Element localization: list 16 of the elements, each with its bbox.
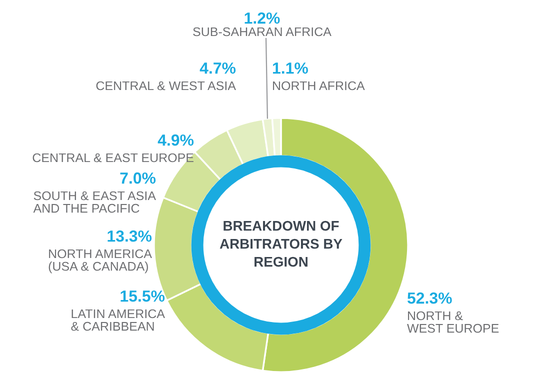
slice-label: LATIN AMERICA & CARIBBEAN (71, 309, 165, 331)
slice-label: NORTH & WEST EUROPE (407, 311, 499, 333)
data-label: 52.3% (407, 292, 452, 304)
data-label: 1.1% (273, 62, 308, 74)
text: BREAKDOWN OF ARBITRATORS BY REGION (220, 220, 342, 267)
data-label: 1.2% (244, 12, 280, 24)
data-label: 4.9% (158, 134, 194, 146)
slice-label: NORTH AFRICA (273, 81, 365, 90)
slice-label: CENTRAL & WEST ASIA (96, 81, 236, 90)
slice-label: SOUTH & EAST ASIA AND THE PACIFIC (33, 191, 156, 213)
data-label: 7.0% (120, 172, 156, 184)
slice-label: SUB-SAHARAN AFRICA (193, 27, 332, 36)
data-label: 4.7% (200, 62, 236, 74)
data-label: 15.5% (120, 290, 165, 302)
data-label: 13.3% (108, 230, 152, 242)
slice-label: NORTH AMERICA (USA & CANADA) (48, 249, 152, 274)
